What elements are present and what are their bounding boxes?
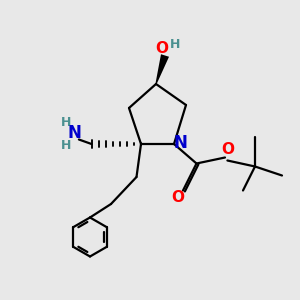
Text: H: H [169, 38, 180, 51]
Text: N: N [174, 134, 188, 152]
Text: N: N [67, 124, 81, 142]
Text: H: H [61, 139, 71, 152]
Text: O: O [155, 41, 168, 56]
Polygon shape [155, 54, 169, 84]
Text: O: O [221, 142, 234, 158]
Text: O: O [171, 190, 184, 206]
Text: H: H [61, 116, 71, 129]
